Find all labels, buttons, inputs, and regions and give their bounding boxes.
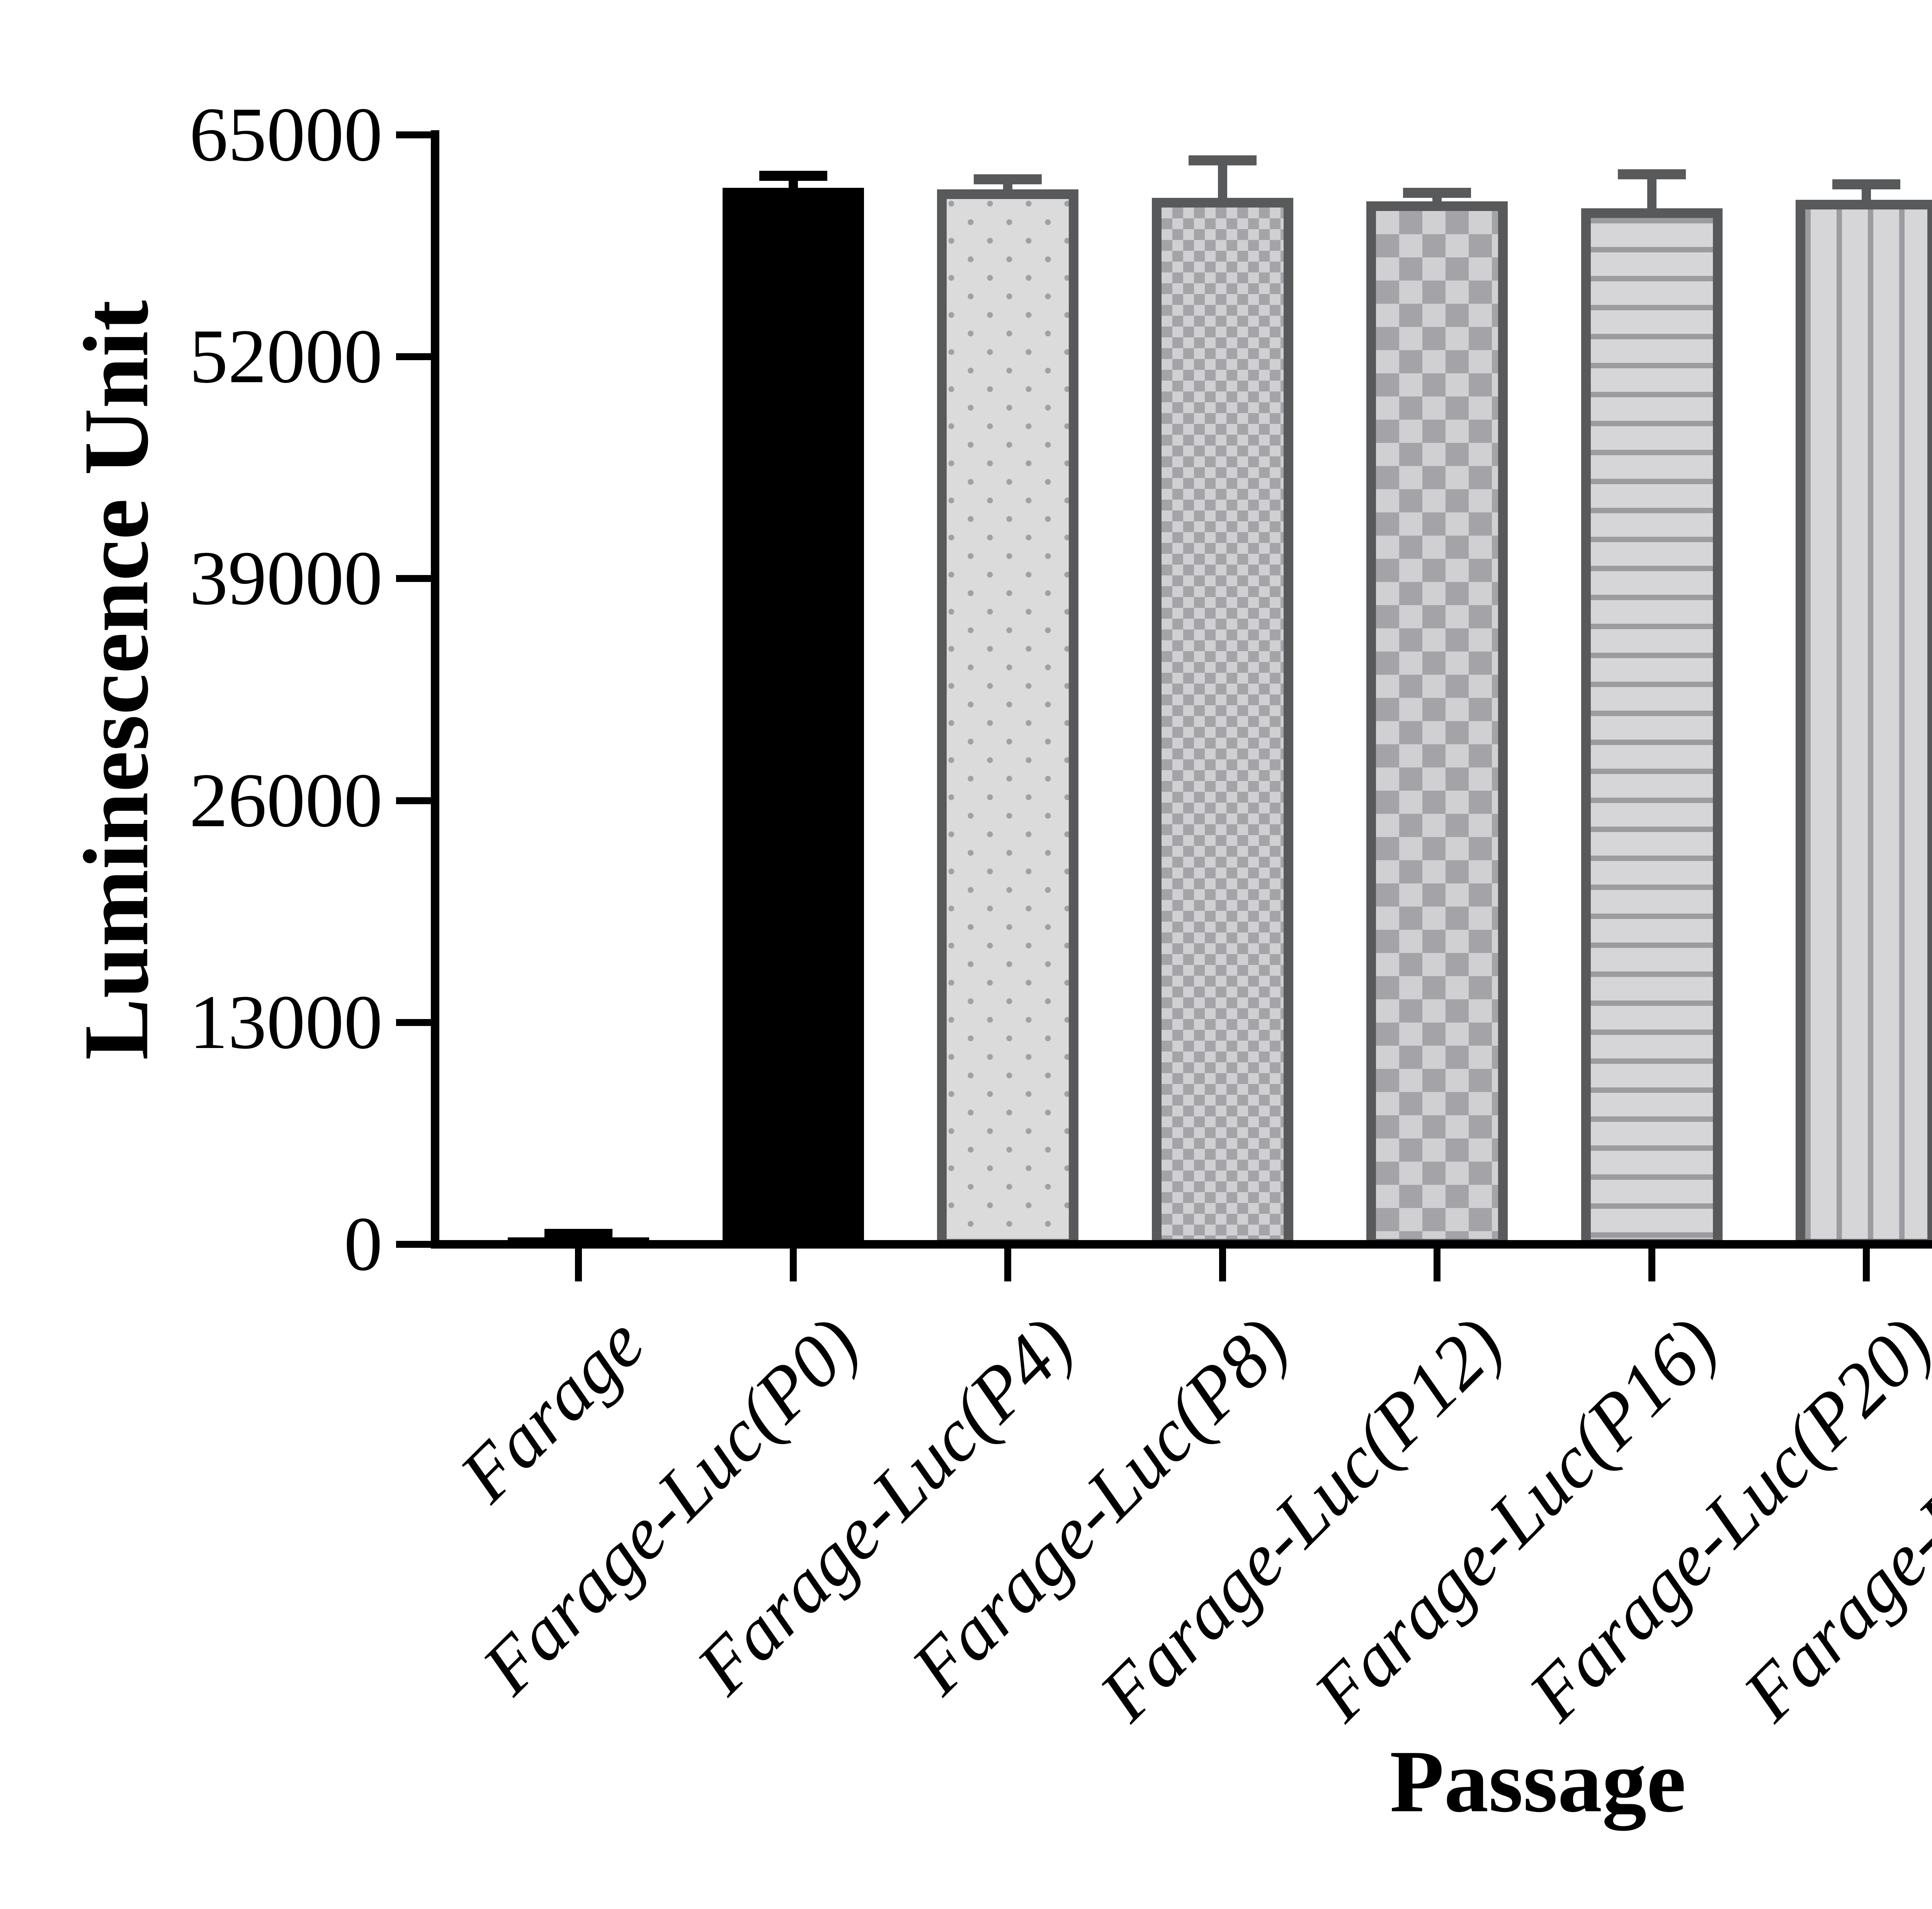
x-axis-category-label: Farage-Luc(P4) xyxy=(681,1301,1089,1710)
x-axis-tick xyxy=(575,1249,582,1281)
y-tick-label: 65000 xyxy=(189,92,383,177)
x-axis-category-label: Farage-Luc(P16) xyxy=(1298,1301,1733,1737)
bar xyxy=(1796,199,1932,1249)
y-axis-tick xyxy=(396,131,431,138)
error-bar-cap xyxy=(759,171,827,181)
x-axis-tick xyxy=(1434,1249,1440,1281)
error-bar-cap xyxy=(974,174,1042,184)
error-bar-cap xyxy=(1188,155,1257,166)
error-bar-line xyxy=(1647,174,1656,208)
y-axis-tick xyxy=(396,1241,431,1248)
error-bar-cap xyxy=(1832,179,1900,190)
x-axis-tick xyxy=(789,1249,797,1281)
bar xyxy=(937,189,1078,1249)
bar xyxy=(1581,208,1723,1249)
bar xyxy=(1366,201,1508,1249)
x-axis-tick xyxy=(1004,1249,1011,1281)
y-tick-label: 52000 xyxy=(189,314,383,400)
error-bar-cap xyxy=(1403,188,1471,198)
y-axis-tick xyxy=(396,1019,431,1026)
y-axis-tick xyxy=(396,575,431,582)
y-tick-label: 13000 xyxy=(189,979,383,1065)
bar xyxy=(722,187,864,1249)
error-bar-line xyxy=(1218,160,1227,198)
y-axis-line xyxy=(431,130,439,1249)
y-axis-tick xyxy=(396,797,431,804)
error-bar-cap xyxy=(1617,169,1686,179)
x-axis-tick xyxy=(1863,1249,1870,1281)
bar xyxy=(1151,198,1293,1249)
x-axis-title: Passage xyxy=(1389,1732,1686,1831)
x-axis-line xyxy=(431,1240,1932,1249)
x-axis-category-label: Farage-Luc(P8) xyxy=(895,1301,1304,1710)
x-axis-category-label: Farage-Luc(P0) xyxy=(466,1301,875,1710)
x-axis-tick xyxy=(1219,1249,1226,1281)
y-tick-label: 0 xyxy=(344,1201,383,1287)
y-axis-tick xyxy=(396,353,431,361)
x-axis-category-label: Farage-Luc(P12) xyxy=(1083,1301,1519,1737)
x-axis-tick xyxy=(1648,1249,1655,1281)
error-bar-cap xyxy=(544,1229,612,1239)
y-tick-label: 26000 xyxy=(189,757,383,843)
y-tick-label: 39000 xyxy=(189,536,383,621)
x-axis-category-label: Farage xyxy=(444,1301,660,1518)
